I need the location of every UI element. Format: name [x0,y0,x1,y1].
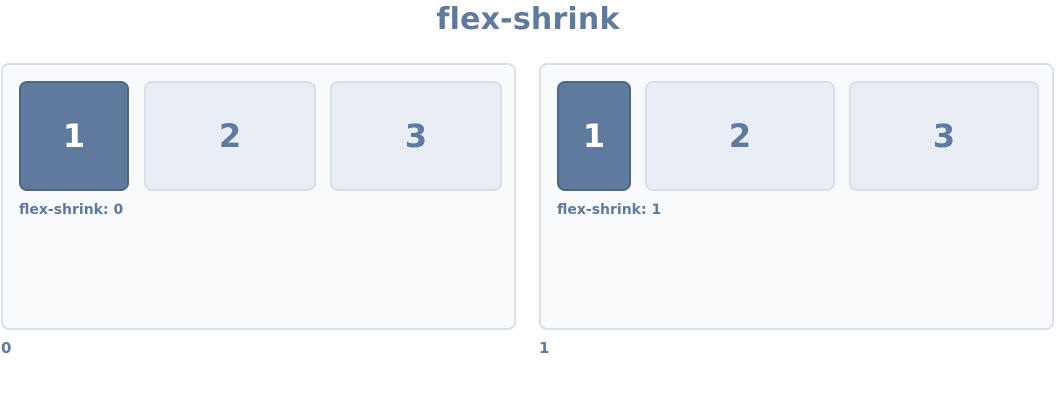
demo-caption-0: 0 [1,339,12,357]
flex-item-1-highlighted[interactable]: 1 [19,81,129,191]
flex-item-2[interactable]: 2 [645,81,835,191]
demo-panel-shrink-0: 1 2 3 flex-shrink: 0 [1,63,516,330]
flex-item-2[interactable]: 2 [144,81,316,191]
demo-label: flex-shrink: 1 [557,202,662,218]
flex-item-3[interactable]: 3 [330,81,502,191]
demo-caption-1: 1 [539,339,550,357]
demo-label: flex-shrink: 0 [19,202,124,218]
flex-item-3[interactable]: 3 [849,81,1039,191]
page-title: flex-shrink [436,2,620,37]
flex-item-1-highlighted[interactable]: 1 [557,81,631,191]
demo-panel-shrink-1: 1 2 3 flex-shrink: 1 [539,63,1054,330]
